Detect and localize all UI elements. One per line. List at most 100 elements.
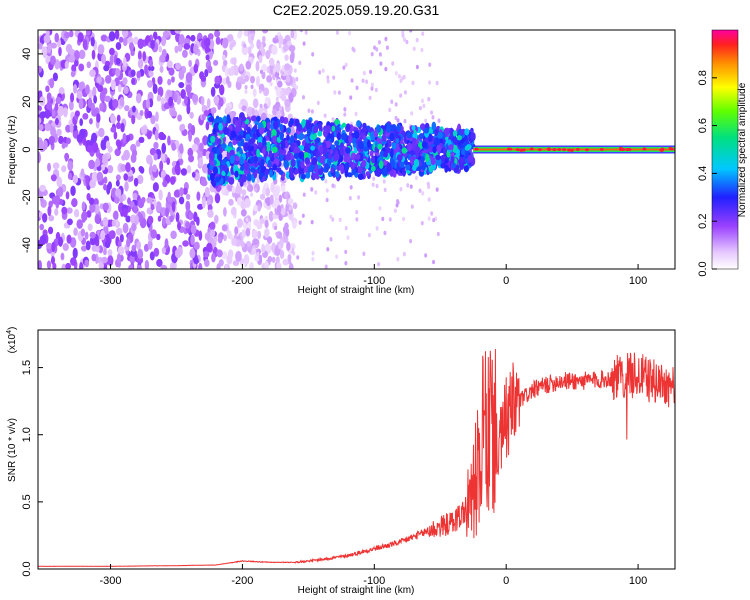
spectrogram-cell <box>258 172 263 181</box>
spectrogram-cell <box>131 244 137 253</box>
spectrogram-cell <box>375 226 379 231</box>
carrier-peak <box>627 148 632 152</box>
spectrogram-cell <box>241 174 248 183</box>
spectrogram-cell <box>114 196 120 204</box>
spectrogram-cell <box>108 31 116 42</box>
spectrogram-cell <box>261 243 266 254</box>
spectrogram-cell <box>377 262 381 267</box>
spectrogram-cell <box>421 191 425 196</box>
spectrogram-cell <box>371 182 375 187</box>
spectrogram-cell <box>381 134 387 142</box>
spectrogram-cell <box>199 142 204 152</box>
spectrogram-cell <box>300 160 305 169</box>
spectrogram-cell <box>322 147 327 156</box>
spectrogram-cell <box>137 38 144 50</box>
spectrogram-cell <box>355 209 359 215</box>
spectrogram-cell <box>284 212 288 217</box>
spectrogram-cell <box>395 203 399 208</box>
spectrogram-cell <box>265 187 271 197</box>
spectrogram-cell <box>97 44 105 55</box>
spectrogram-cell <box>182 240 189 247</box>
spectrogram-cell <box>124 181 129 192</box>
spectrogram-cell <box>139 109 144 116</box>
spectrogram-cell <box>422 103 426 109</box>
spectrogram-cell <box>286 134 290 141</box>
spectrogram-cell <box>283 159 290 169</box>
spectrogram-cell <box>52 72 58 82</box>
spectrogram-cell <box>164 238 169 250</box>
spectrogram-cell <box>107 255 114 267</box>
spectrogram-cell <box>396 257 400 262</box>
spectrogram-cell <box>245 60 252 70</box>
spectrogram-cell <box>121 30 129 38</box>
spectrogram-cell <box>214 75 221 85</box>
spectrogram-cell <box>96 76 102 84</box>
spectrogram-cell <box>89 236 97 246</box>
spectrogram-cell <box>161 216 167 226</box>
spectrogram-cell <box>178 81 185 89</box>
snr-y-multiplier-close: ) <box>7 327 18 330</box>
spectrogram-cell <box>39 96 46 106</box>
spectrogram-cell <box>130 69 136 77</box>
spectrogram-cell <box>284 87 291 96</box>
spectrogram-cell <box>343 112 347 117</box>
spectrogram-cell <box>394 102 398 107</box>
spectrogram-cell <box>444 164 449 173</box>
spectrogram-cell <box>288 173 295 179</box>
spectrogram-cell <box>245 227 251 237</box>
spectrogram-cell <box>420 98 424 104</box>
spectrogram-cell <box>158 189 163 201</box>
spectrogram-cell <box>185 200 191 212</box>
spectrogram-cell <box>167 135 171 146</box>
spectrogram-cell <box>288 44 296 52</box>
spectrogram-cell <box>431 121 437 131</box>
spectrogram-cell <box>65 124 72 133</box>
spectrogram-cell <box>97 85 104 93</box>
spectrogram-cell <box>39 184 46 192</box>
spectrogram-cell <box>432 259 436 265</box>
spectrogram-cell <box>112 98 119 109</box>
spectrogram-cell <box>344 249 348 255</box>
spectrogram-cell <box>354 153 361 160</box>
spectrogram-cell <box>191 93 199 103</box>
x-tick-label: -200 <box>231 275 253 287</box>
colorbar-ticks: 0.0 0.2 0.4 0.6 0.8 <box>697 70 717 277</box>
spectrogram-cell <box>250 192 254 197</box>
spectrogram-cell <box>266 75 273 83</box>
spectrogram-cell <box>174 30 182 34</box>
spectrogram-cell <box>180 123 186 131</box>
carrier-peak <box>562 148 567 152</box>
spectrogram-cell <box>214 214 219 224</box>
spectrogram-cell <box>386 162 392 172</box>
spectrogram-cell <box>255 183 259 189</box>
spectrogram-cell <box>258 89 262 94</box>
spectrogram-cell <box>65 191 70 200</box>
spectrogram-cell <box>307 108 311 113</box>
spectrogram-cell <box>114 30 120 40</box>
spectrogram-cell <box>330 166 335 174</box>
spectrogram-cell <box>80 168 85 178</box>
spectrogram-cell <box>331 183 335 188</box>
spectrogram-cell <box>284 222 289 230</box>
spectrogram-cell <box>154 129 159 141</box>
spectrogram-cell <box>120 164 127 172</box>
spectrogram-cell <box>464 128 470 136</box>
spectrogram-cell <box>449 127 454 137</box>
x-tick-label: 0 <box>503 575 509 587</box>
spectrogram-cell <box>299 144 305 151</box>
spectrogram-cell <box>261 35 266 43</box>
spectrogram-cell <box>145 98 150 109</box>
spectrogram-cell <box>71 197 78 208</box>
spectrogram-cell <box>115 67 121 78</box>
spectrogram-cell <box>383 187 387 193</box>
spectrogram-y-ticks: -40 -20 0 20 40 <box>21 48 43 253</box>
spectrogram-cell <box>51 241 56 253</box>
spectrogram-cell <box>91 132 98 144</box>
spectrogram-cell <box>173 93 178 103</box>
spectrogram-cell <box>385 45 389 50</box>
spectrogram-cell <box>50 55 56 65</box>
spectrogram-cell <box>252 88 257 98</box>
spectrogram-cell <box>338 217 342 223</box>
spectrogram-cell <box>245 108 249 113</box>
